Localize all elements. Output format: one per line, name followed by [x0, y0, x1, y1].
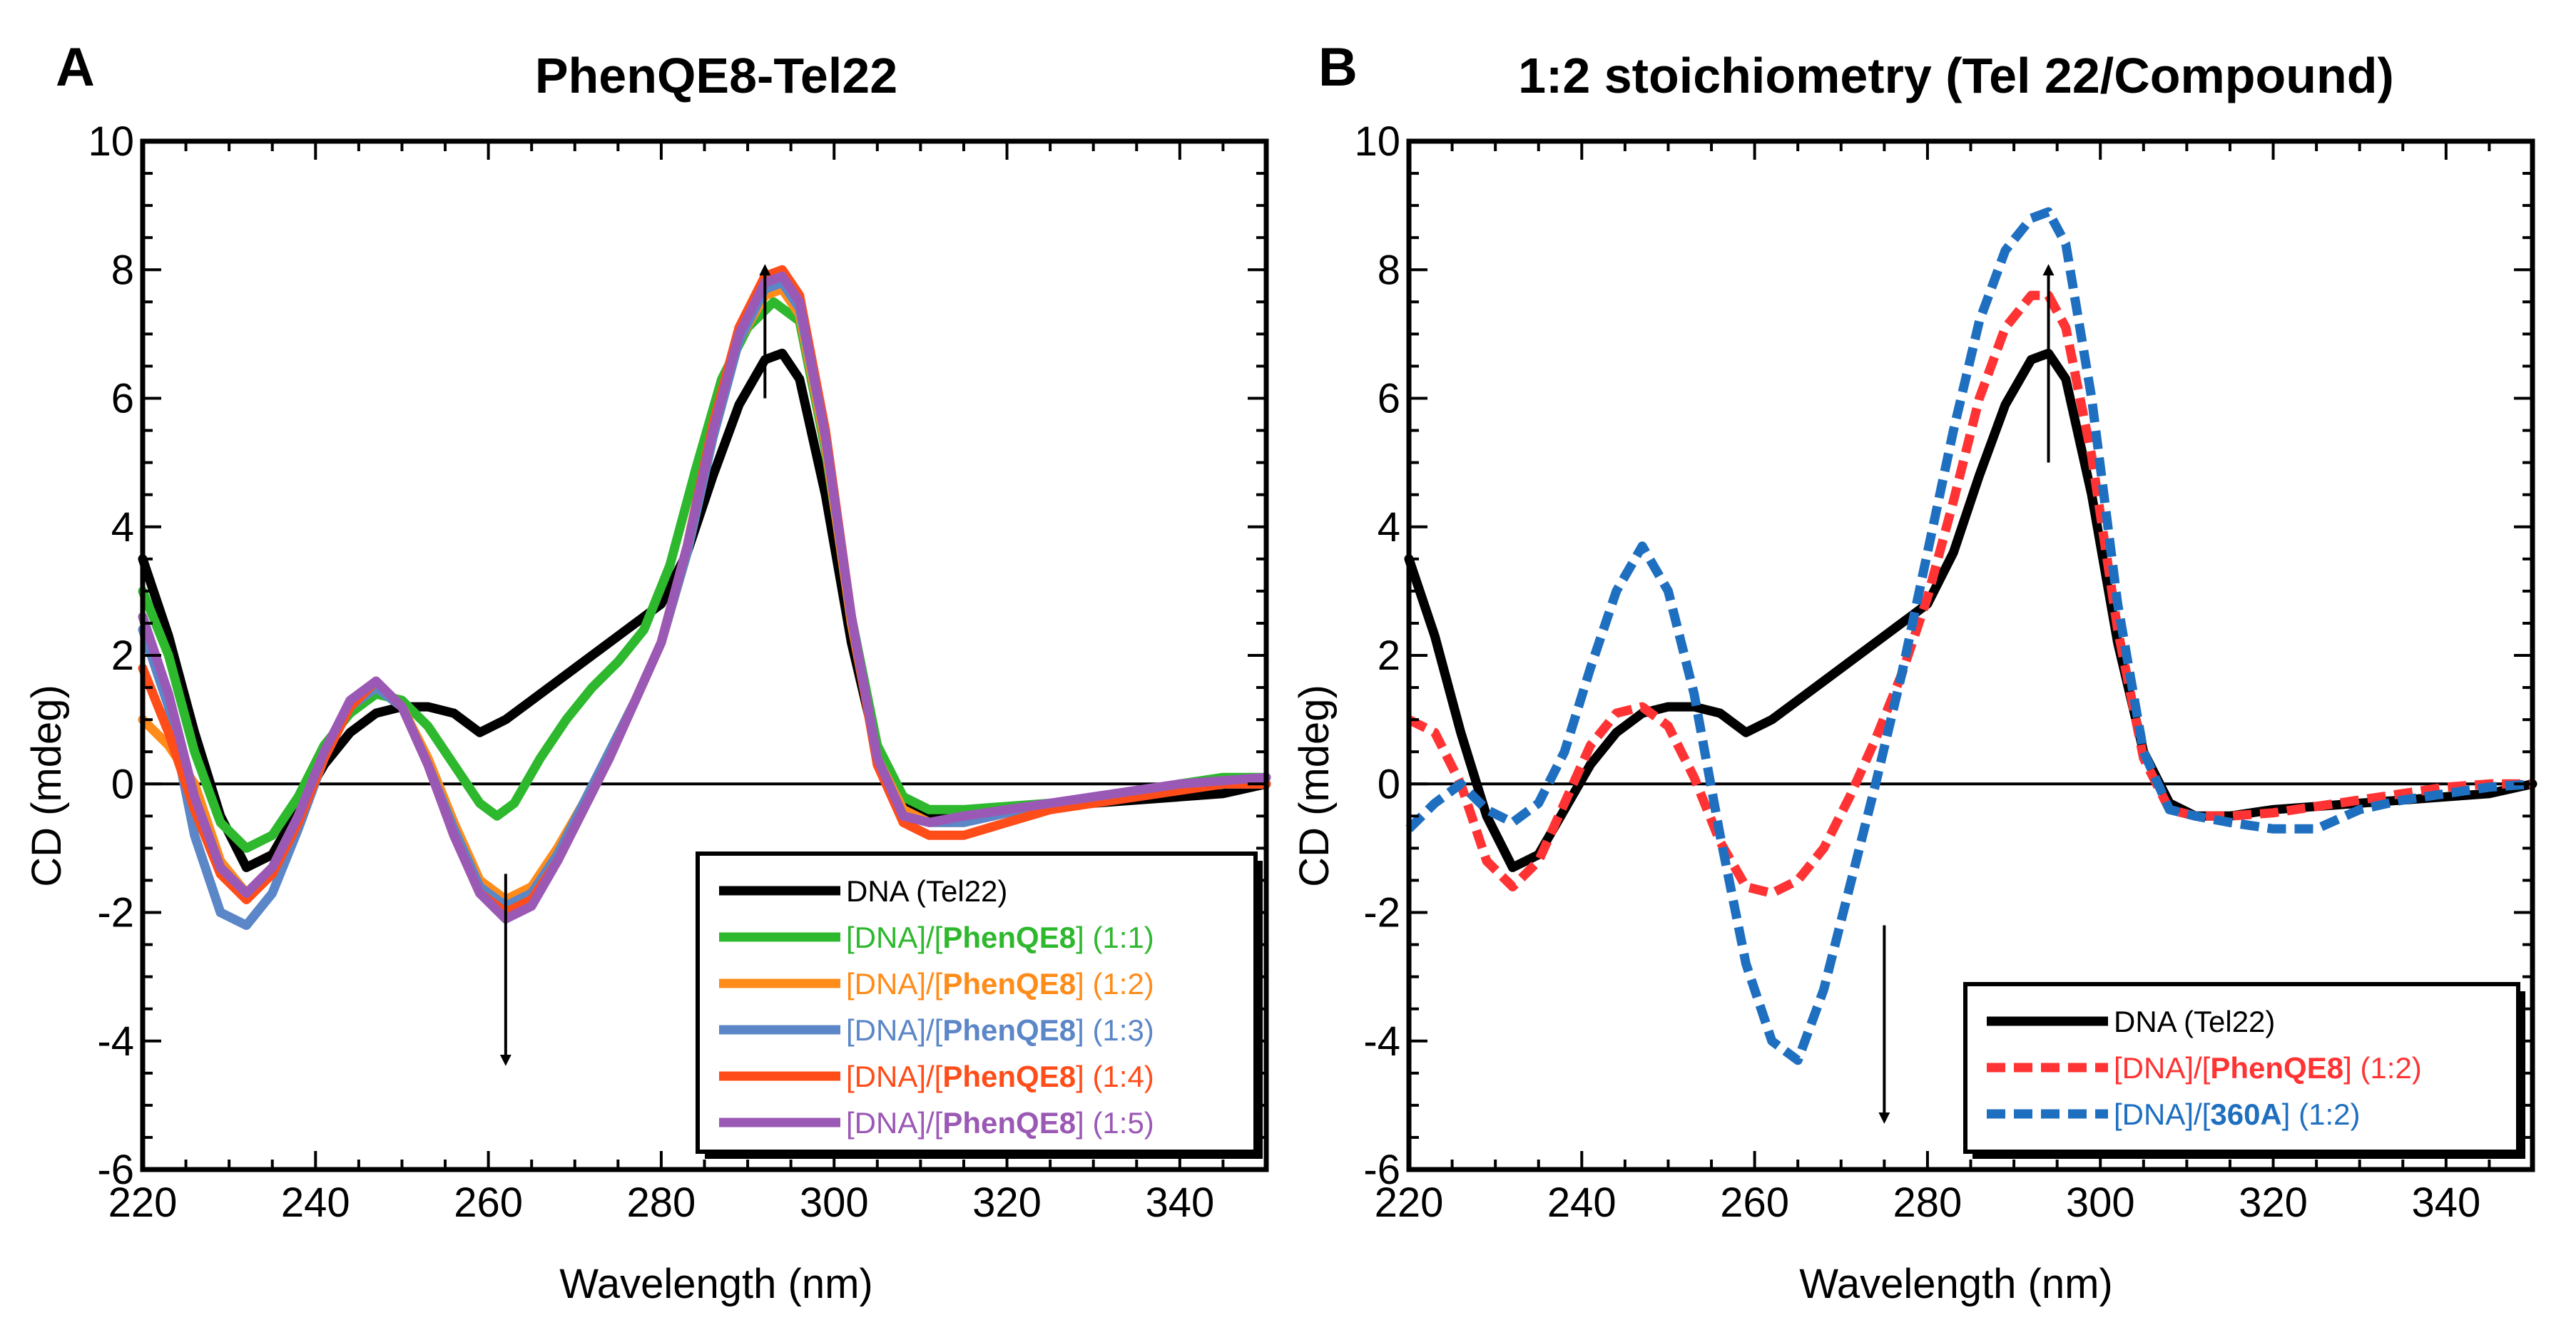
series-line-a-4 [138, 265, 1271, 917]
x-tick-label-a: 280 [627, 1180, 696, 1226]
y-tick-label-b: 0 [1378, 761, 1400, 807]
legend-label-a-5: [DNA]/[PhenQE8] (1:5) [846, 1106, 1154, 1140]
panel-letter-a: A [56, 37, 95, 98]
y-axis-label-b: CD (mdeg) [1291, 685, 1338, 887]
y-tick-label-a: 10 [88, 118, 134, 165]
y-tick-label-b: 6 [1378, 376, 1400, 422]
legend-label-a-2: [DNA]/[PhenQE8] (1:2) [846, 967, 1154, 1001]
y-axis-label-a: CD (mdeg) [24, 685, 70, 887]
legend-box-a [696, 851, 1258, 1154]
x-tick-label-a: 240 [281, 1180, 350, 1226]
x-tick-label-b: 280 [1893, 1180, 1962, 1226]
legend-label-a-3: [DNA]/[PhenQE8] (1:3) [846, 1013, 1154, 1047]
legend-label-a-4: [DNA]/[PhenQE8] (1:4) [846, 1060, 1154, 1093]
x-tick-label-b: 220 [1375, 1180, 1444, 1226]
x-tick-label-a: 320 [972, 1180, 1042, 1226]
x-tick-label-a: 300 [800, 1180, 869, 1226]
series-line-a-1 [138, 297, 1271, 853]
y-tick-label-b: 10 [1354, 118, 1400, 165]
y-tick-label-b: -6 [1363, 1147, 1400, 1193]
chart-title-a: PhenQE8-Tel22 [535, 48, 897, 103]
legend-a: DNA (Tel22) [DNA]/[PhenQE8] (1:1) [DNA]/[P… [696, 851, 1263, 1159]
x-tick-label-a: 340 [1145, 1180, 1214, 1226]
y-tick-label-a: -2 [97, 890, 134, 936]
series-line-b-1 [1407, 290, 2532, 898]
x-tick-label-b: 240 [1547, 1180, 1617, 1226]
series-line-a-2 [138, 284, 1271, 904]
y-tick-label-a: -4 [97, 1018, 134, 1065]
y-tick-label-a: 2 [111, 633, 134, 679]
legend-label-a-0: DNA (Tel22) [846, 874, 1007, 908]
y-tick-label-b: 8 [1378, 247, 1400, 293]
x-tick-label-a: 220 [108, 1180, 178, 1226]
chart-panel-a: A PhenQE8-Tel22 220 240 260 280 300 320 340108… [24, 37, 1271, 1307]
legend-label-a-1: [DNA]/[PhenQE8] (1:1) [846, 921, 1154, 954]
x-tick-label-b: 320 [2239, 1180, 2308, 1226]
legend-label-b-0: DNA (Tel22) [2114, 1005, 2275, 1038]
legend-label-b-1: [DNA]/[PhenQE8] (1:2) [2114, 1051, 2422, 1085]
series-line-b-0 [1404, 348, 2537, 872]
panel-letter-b: B [1318, 37, 1358, 98]
y-tick-label-b: 2 [1378, 633, 1400, 679]
legend-b: DNA (Tel22) [DNA]/[PhenQE8] (1:2) [DNA]/[3… [1963, 982, 2525, 1159]
x-axis-label-a: Wavelength (nm) [559, 1261, 872, 1307]
series-line-b-2 [1405, 207, 2533, 1065]
chart-title-b: 1:2 stoichiometry (Tel 22/Compound) [1518, 48, 2394, 103]
chart-panel-b: B 1:2 stoichiometry (Tel 22/Compound) 22… [1291, 37, 2537, 1307]
y-tick-label-a: 8 [111, 247, 134, 293]
x-tick-label-b: 300 [2066, 1180, 2135, 1226]
x-tick-label-a: 260 [454, 1180, 523, 1226]
y-tick-label-b: -4 [1363, 1018, 1400, 1065]
series-line-a-5 [138, 271, 1271, 924]
plot-area-b: 220 240 260 280 300 320 340 10 8 6 4 2 0 -2 -4 -6 DNA (T… [1354, 118, 2537, 1226]
legend-label-b-2: [DNA]/[360A] (1:2) [2114, 1098, 2360, 1131]
y-tick-label-a: 4 [111, 504, 134, 551]
series-line-a-3 [138, 277, 1271, 930]
x-tick-label-b: 340 [2411, 1180, 2480, 1226]
y-tick-label-a: 0 [111, 761, 134, 807]
plot-area-a: 220 240 260 280 300 320 340 10 8 6 4 2 0 -2 -4 -6 DNA (T… [88, 118, 1271, 1226]
y-tick-label-b: 4 [1378, 504, 1400, 551]
x-tick-label-b: 260 [1720, 1180, 1789, 1226]
x-axis-label-b: Wavelength (nm) [1799, 1261, 2112, 1307]
y-tick-label-b: -2 [1363, 890, 1400, 936]
y-tick-label-a: 6 [111, 376, 134, 422]
y-tick-label-a: -6 [97, 1147, 134, 1193]
